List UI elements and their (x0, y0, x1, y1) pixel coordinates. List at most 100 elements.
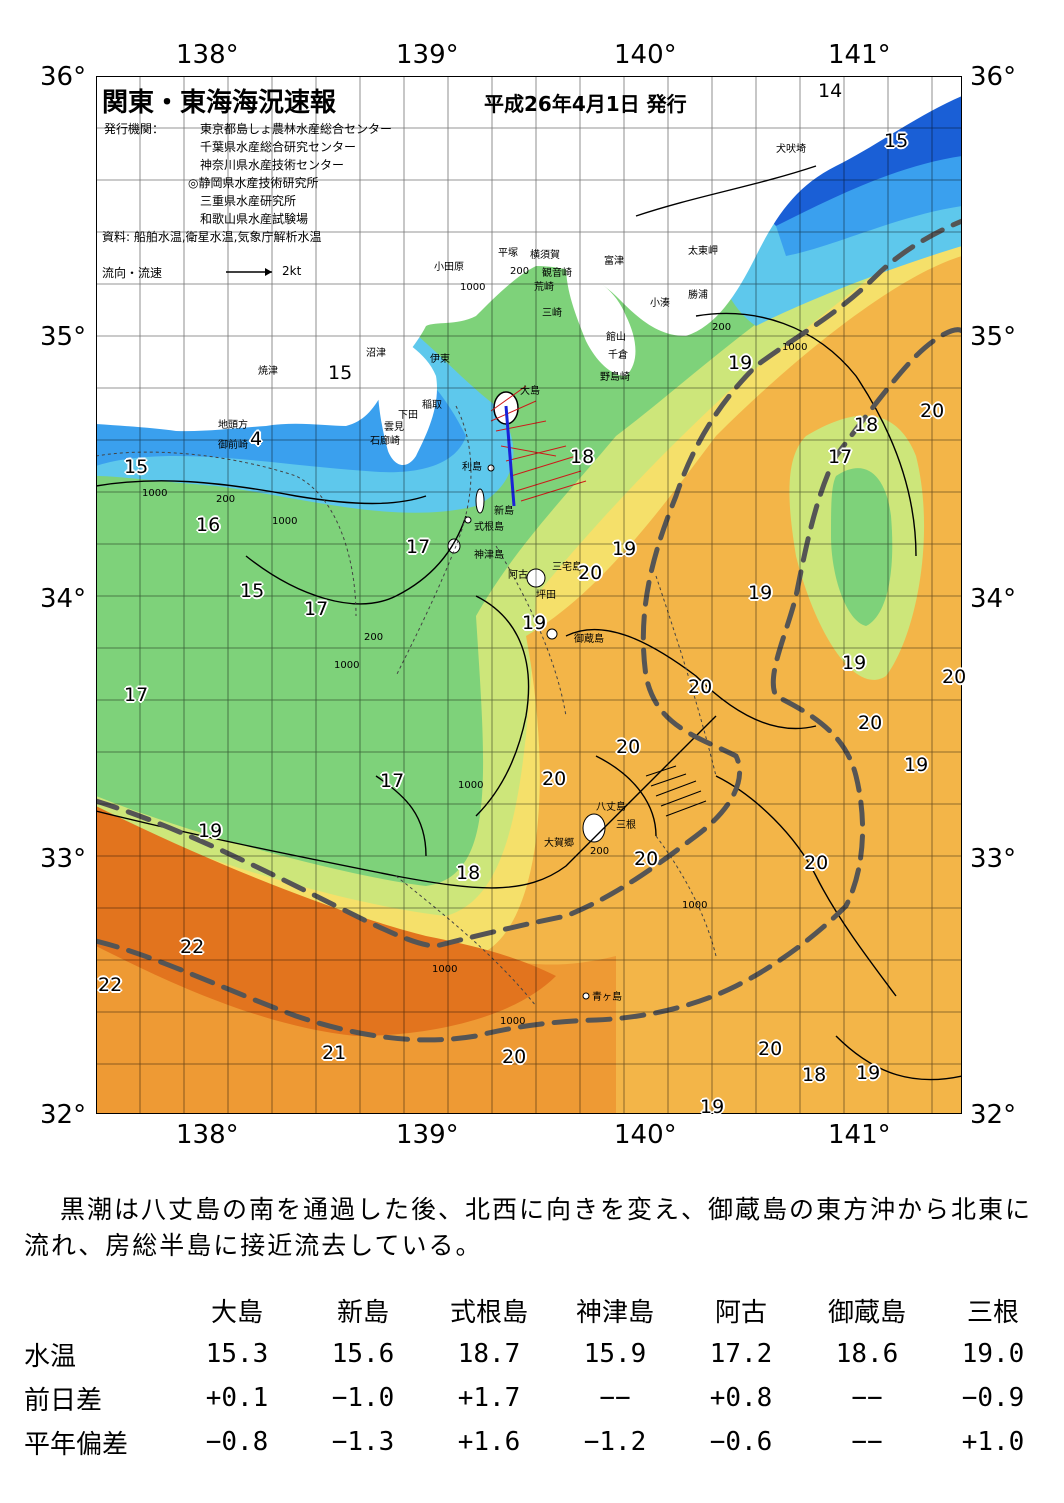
isotherm-label: 18 (570, 446, 595, 468)
table-col-shikinejima: 式根島 (449, 1297, 528, 1328)
place-kozushima: 神津島 (474, 550, 504, 561)
isotherm-label: 21 (322, 1042, 347, 1064)
issuer-label: 発行機関： (104, 122, 165, 136)
isotherm-label: 19 (198, 820, 223, 842)
table-cell: −0.8 (205, 1427, 269, 1457)
place-toshima: 利島 (462, 462, 482, 473)
table-cell: 15.9 (583, 1339, 647, 1369)
table-col-oshima: 大島 (210, 1297, 263, 1328)
isotherm-label: 20 (634, 848, 659, 870)
isotherm-label: 17 (406, 536, 431, 558)
isotherm-label: 19 (612, 538, 637, 560)
table-cell: 18.6 (835, 1339, 899, 1369)
table-cell: 17.2 (709, 1339, 773, 1369)
isotherm-label: 19 (904, 754, 929, 776)
place-hachijojima: 八丈島 (596, 802, 626, 813)
table-corner (24, 1288, 174, 1332)
flow-legend-arrow-head (265, 268, 272, 276)
island-mikurajima (546, 628, 558, 640)
issuer-4: ◎静岡県水産技術研究所 (188, 176, 319, 190)
row-label-anomaly: 平年偏差 (24, 1429, 129, 1460)
island-toshima (487, 464, 495, 472)
isotherm-label: 19 (700, 1096, 725, 1118)
isotherm-label: 22 (180, 936, 205, 958)
zone-22 (96, 806, 556, 1036)
table-header-row: 大島 新島 式根島 神津島 阿古 御蔵島 三根 (24, 1288, 1056, 1332)
place-aogashima: 青ヶ島 (592, 992, 622, 1003)
isotherm-label: 22 (98, 974, 123, 996)
place-chikura: 千倉 (608, 350, 628, 361)
depth-label: 1000 (782, 342, 808, 353)
place-okago: 大賀郷 (544, 838, 574, 849)
depth-label: 1000 (500, 1016, 526, 1027)
depth-label: 200 (510, 266, 530, 277)
place-miyakejima: 三宅島 (552, 562, 582, 573)
isotherm-label: 15 (240, 580, 265, 602)
lat-label-right-36: 36° (970, 62, 1017, 92)
isotherm-label: 20 (858, 712, 883, 734)
zone-20 (96, 256, 962, 1114)
table-cell: 15.3 (205, 1339, 269, 1369)
kuroshio-axis (96, 218, 962, 1043)
lon-label-top-140: 140° (614, 40, 677, 70)
isotherm-label: 19 (856, 1062, 881, 1084)
lat-label-left-32: 32° (40, 1100, 87, 1130)
depth-label: 1000 (682, 900, 708, 911)
isotherm-label: 15 (884, 130, 909, 152)
depth-label: 1000 (334, 660, 360, 671)
table-cell: 19.0 (961, 1339, 1025, 1369)
lat-label-left-34: 34° (40, 584, 87, 614)
depth-label: 1000 (458, 780, 484, 791)
isotherm-label: 19 (522, 612, 547, 634)
lat-label-right-34: 34° (970, 584, 1017, 614)
table-cell: +1.6 (457, 1427, 521, 1457)
isotherm-label: 20 (688, 676, 713, 698)
flow-legend-label: 流向・流速 (102, 266, 163, 280)
depth-label: 200 (712, 322, 732, 333)
issuer-5: 三重県水産研究所 (200, 194, 297, 208)
place-mikurajima: 御蔵島 (574, 634, 604, 645)
land-honshu (96, 76, 962, 432)
place-hiratsuka: 平塚 (498, 248, 518, 259)
isotherm-label: 20 (502, 1046, 527, 1068)
row-label-daily-diff: 前日差 (24, 1385, 103, 1416)
place-kannonzaki: 観音崎 (542, 268, 572, 279)
map-title: 関東・東海海況速報 (102, 88, 337, 118)
isotherm-label: 17 (304, 598, 329, 620)
place-irozaki: 石廊崎 (370, 436, 400, 447)
place-inatori: 稲取 (422, 400, 442, 411)
table-cell: +0.8 (709, 1383, 773, 1413)
row-label-temp: 水温 (24, 1341, 77, 1372)
place-kumomi: 雲見 (384, 422, 404, 433)
isotherm-lines (96, 165, 962, 1081)
place-tsubota: 坪田 (536, 590, 556, 601)
lon-label-bottom-140: 140° (614, 1120, 677, 1150)
issuer-3: 神奈川県水産技術センター (200, 158, 345, 172)
depth-label: 200 (590, 846, 610, 857)
land-izu (377, 326, 437, 466)
isotherm-label: 17 (828, 446, 853, 468)
table-col-niijima: 新島 (336, 1297, 389, 1328)
table-row: 水温 15.3 15.6 18.7 15.9 17.2 18.6 19.0 (24, 1332, 1056, 1376)
isotherm-label: 4 (250, 428, 263, 450)
place-ako: 阿古 (508, 570, 528, 581)
lat-label-left-35: 35° (40, 322, 87, 352)
lat-label-right-33: 33° (970, 844, 1017, 874)
isotherm-label: 19 (842, 652, 867, 674)
lon-label-bottom-141: 141° (828, 1120, 891, 1150)
place-arasaki: 荒崎 (534, 282, 554, 293)
table-row: 平年偏差 −0.8 −1.3 +1.6 −1.2 −0.6 −− +1.0 (24, 1420, 1056, 1464)
depth-label: 1000 (432, 964, 458, 975)
place-yaizu: 焼津 (258, 366, 278, 377)
place-futtsu: 富津 (604, 256, 624, 267)
isotherm-label: 16 (196, 514, 221, 536)
depth-label: 1000 (142, 488, 168, 499)
isotherm-label: 20 (578, 562, 603, 584)
place-tateyama: 館山 (606, 332, 626, 343)
lat-label-right-32: 32° (970, 1100, 1017, 1130)
place-odawara: 小田原 (434, 262, 464, 273)
table-col-mikurajima: 御蔵島 (827, 1297, 906, 1328)
lat-label-left-36: 36° (40, 62, 87, 92)
ship-track (504, 405, 516, 507)
map-canvas (96, 76, 962, 1114)
